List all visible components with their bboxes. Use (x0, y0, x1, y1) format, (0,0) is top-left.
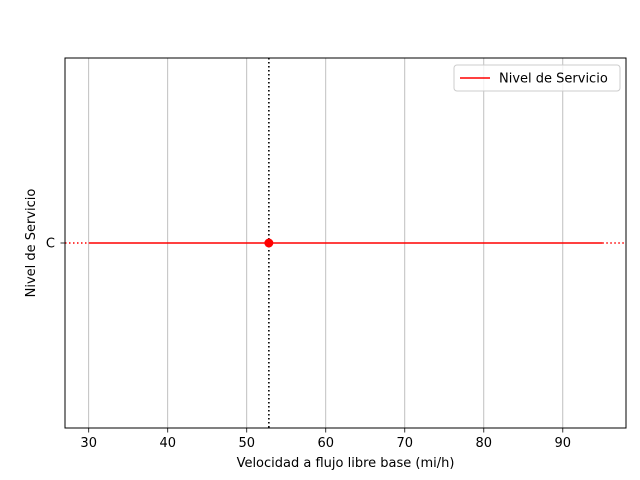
y-axis-label: Nivel de Servicio (24, 189, 39, 298)
x-tick-label: 90 (555, 436, 572, 451)
y-tick-label: C (46, 237, 55, 252)
x-tick-label: 50 (238, 436, 255, 451)
x-tick-label: 60 (317, 436, 334, 451)
legend-box (453, 64, 621, 92)
x-axis-ticks: 30 40 50 60 70 80 90 (80, 428, 571, 451)
x-tick-label: 40 (159, 436, 176, 451)
y-axis-ticks: C (46, 237, 65, 252)
marker-point (264, 238, 274, 248)
legend-label: Nivel de Servicio (499, 72, 608, 87)
x-tick-label: 30 (80, 436, 97, 451)
x-tick-label: 70 (396, 436, 413, 451)
series-lines (88, 238, 603, 248)
x-axis-label: Velocidad a flujo libre base (mi/h) (237, 456, 455, 471)
x-tick-label: 80 (476, 436, 493, 451)
legend: Nivel de Servicio (453, 64, 621, 92)
